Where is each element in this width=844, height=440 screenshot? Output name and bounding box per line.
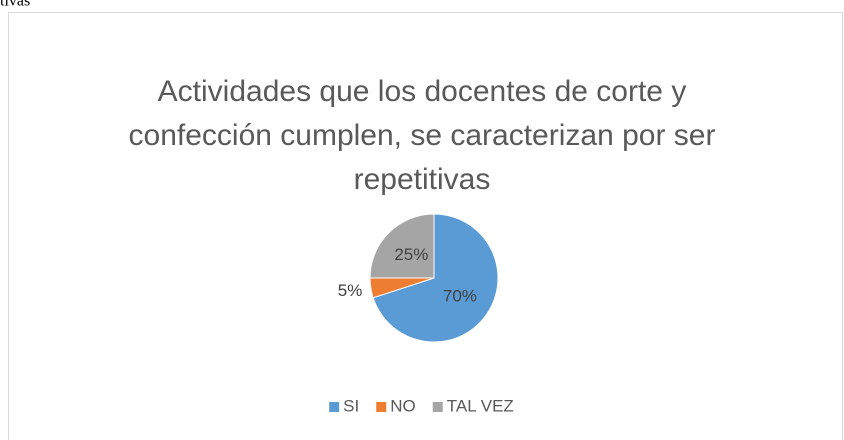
data-label: 25% xyxy=(394,245,428,264)
chart-title: repetitivas xyxy=(354,163,491,196)
legend-swatch xyxy=(432,402,443,412)
legend-label: SI xyxy=(343,396,359,415)
legend-label: TAL VEZ xyxy=(447,396,514,415)
data-label: 70% xyxy=(443,286,477,305)
legend-swatch xyxy=(376,402,387,412)
chart-title: confección cumplen, se caracterizan por … xyxy=(129,119,716,152)
chart-title: Actividades que los docentes de corte y xyxy=(158,75,687,108)
pie-slice xyxy=(372,213,499,343)
pie-slice xyxy=(369,213,435,279)
legend-label: NO xyxy=(390,396,416,415)
caption-fragment: tivas xyxy=(0,0,30,10)
data-label: 5% xyxy=(338,281,363,300)
legend-swatch xyxy=(329,402,340,412)
